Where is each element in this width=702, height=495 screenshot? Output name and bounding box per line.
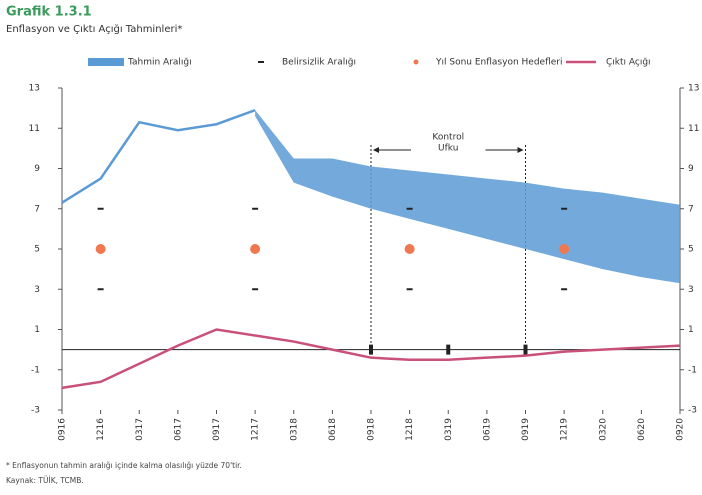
x-tick-label: 0920 [676,418,686,441]
annotation: Kontrol [432,133,464,143]
legend-label: Çıktı Açığı [606,58,651,68]
y2-tick-label: 11 [688,124,699,134]
target-dot [95,244,106,254]
y-tick-label: 5 [34,245,40,255]
arrow-head [517,147,524,153]
y2-tick-label: -1 [688,365,697,375]
x-tick-label: 0619 [482,418,492,441]
y-tick-label: 3 [34,285,40,295]
footnote: * Enflasyonun tahmin aralığı içinde kalm… [6,461,242,470]
chart-title: Grafik 1.3.1 [6,5,92,20]
x-tick-label: 0617 [173,418,183,441]
y2-tick-label: 3 [688,285,694,295]
x-tick-label: 1219 [560,418,570,441]
x-tick-label: 0319 [444,418,454,441]
target-dot [559,244,570,254]
annotation: Ufku [438,144,458,154]
y-tick-label: 9 [34,164,40,174]
horizon-marker [369,344,373,355]
y-tick-label: 7 [34,204,40,214]
y-tick-label: 1 [34,325,40,335]
legend-label: Belirsizlik Aralığı [282,58,356,68]
y-tick-label: 11 [29,124,40,134]
x-tick-label: 0916 [58,418,68,441]
y-tick-label: 13 [29,84,40,94]
y-tick-label: -3 [31,406,40,416]
forecast-band [255,110,680,284]
x-tick-label: 1218 [405,418,415,441]
legend-label: Tahmin Aralığı [127,58,192,68]
x-tick-label: 1216 [96,418,106,441]
x-tick-label: 0919 [521,418,531,441]
line [61,328,681,390]
source: Kaynak: TÜİK, TCMB. [6,476,84,485]
x-tick-label: 0918 [367,418,377,441]
y-tick-label: -1 [31,365,40,375]
horizon-marker [446,344,451,355]
target-dot [250,244,261,254]
chart-subtitle: Enflasyon ve Çıktı Açığı Tahminleri* [6,23,182,35]
x-tick-label: 0320 [598,418,608,441]
horizon-marker [523,344,528,355]
x-tick-label: 0317 [135,418,145,441]
x-tick-label: 0318 [289,418,299,441]
legend-label: Yıl Sonu Enflasyon Hedefleri [435,58,562,68]
legend-swatch [413,59,419,65]
x-tick-label: 1217 [251,418,261,441]
y2-tick-label: 1 [688,325,694,335]
line [61,108,256,204]
x-tick-label: 0618 [328,418,338,441]
y2-tick-label: 7 [688,204,694,214]
arrow-head [373,147,379,153]
x-tick-label: 0620 [637,418,647,441]
y2-tick-label: -3 [688,406,697,416]
x-tick-label: 0917 [212,418,222,441]
target-dot [404,244,415,254]
y2-tick-label: 5 [688,245,694,255]
y2-tick-label: 9 [688,164,694,174]
legend-swatch [88,58,124,66]
y2-tick-label: 13 [688,84,699,94]
